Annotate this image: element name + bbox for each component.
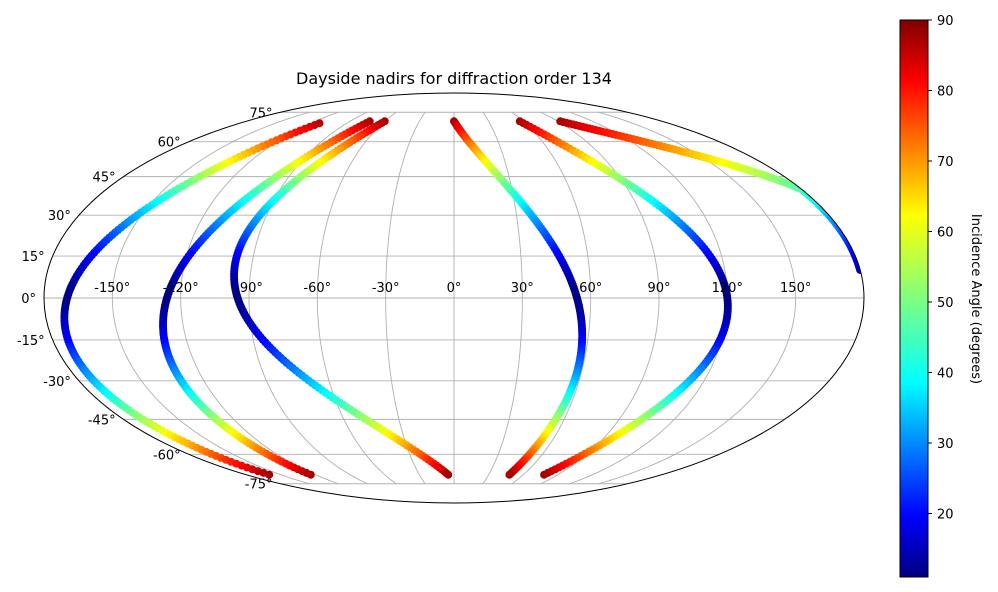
lat-tick-label: 60° [158, 136, 181, 151]
lat-tick-label: 30° [48, 209, 71, 224]
lat-tick-label: -75° [245, 478, 273, 493]
lon-tick-label: -30° [372, 281, 400, 296]
data-point [540, 470, 549, 479]
graticule-grid [44, 111, 864, 485]
lat-tick-label: 0° [21, 292, 36, 307]
colorbar [899, 19, 929, 578]
lat-tick-label: -60° [153, 448, 181, 463]
lat-tick-label: 45° [93, 171, 116, 186]
lat-tick-label: 15° [22, 250, 45, 265]
colorbar-tick-label: 90 [937, 14, 954, 29]
colorbar-tick-label: 60 [937, 226, 954, 241]
lat-tick-label: 75° [249, 106, 272, 121]
colorbar-tick-label: 20 [937, 508, 954, 523]
lon-tick-label: 150° [780, 281, 811, 296]
lon-tick-label: -150° [94, 281, 130, 296]
lat-tick-label: -15° [17, 334, 45, 349]
longitude-tick-labels: -150° -120° -90° -60° -30° 0° 30° 60° 90° 120° 150… [94, 281, 811, 296]
colorbar-tick-label: 40 [937, 367, 954, 382]
lat-tick-label: -45° [88, 413, 116, 428]
data-point [306, 470, 315, 479]
chart-title: Dayside nadirs for diffraction order 134 [296, 69, 612, 88]
colorbar-tick-label: 70 [937, 155, 954, 170]
lat-tick-label: -30° [43, 375, 71, 390]
lon-tick-label: 30° [511, 281, 534, 296]
map-boundary [43, 92, 865, 504]
lon-tick-label: -90° [235, 281, 263, 296]
lon-tick-label: 60° [579, 281, 602, 296]
lon-tick-label: 90° [647, 281, 670, 296]
lon-tick-label: 0° [447, 281, 462, 296]
lon-tick-label: -60° [303, 281, 331, 296]
colorbar-label: Incidence Angle (degrees) [968, 214, 983, 384]
latitude-tick-labels: 75° 60° 45° 30° 15° 0° -15° -30° -45° -60° -75° [17, 106, 273, 492]
data-point [265, 470, 274, 479]
colorbar-tick-label: 50 [937, 296, 954, 311]
data-point [505, 470, 514, 479]
colorbar-ticks: 20 30 40 50 60 70 80 90 [928, 14, 954, 523]
colorbar-tick-label: 80 [937, 85, 954, 100]
lon-tick-label: 120° [712, 281, 743, 296]
lon-tick-label: -120° [163, 281, 199, 296]
colorbar-tick-label: 30 [937, 437, 954, 452]
data-point [444, 470, 453, 479]
